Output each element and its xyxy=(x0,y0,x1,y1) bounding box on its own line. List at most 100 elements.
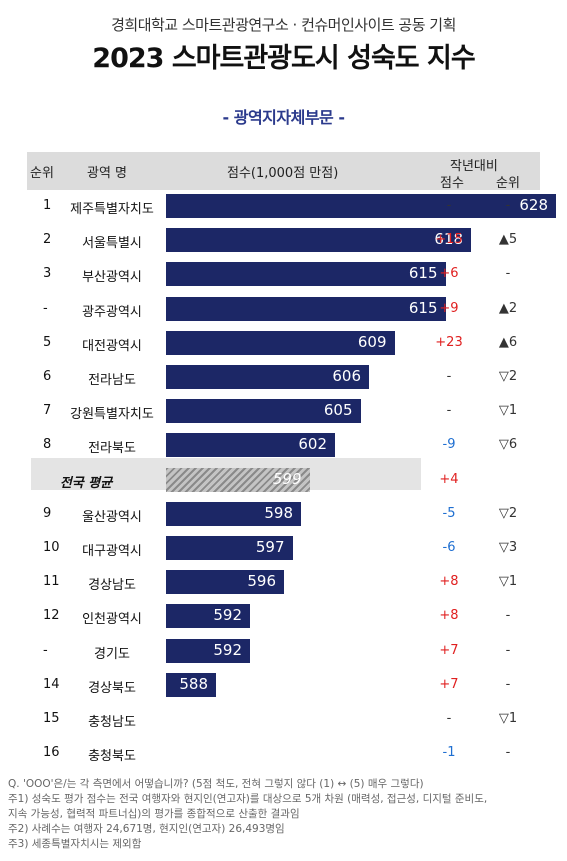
bar-value-label: 570 xyxy=(166,743,195,762)
table-header: 순위 광역 명 점수(1,000점 만점) 작년대비 점수 순위 xyxy=(27,152,540,191)
region-label: 서울특별시 xyxy=(82,236,142,252)
rank-label: 3 xyxy=(43,266,52,282)
note-1-cont: 지속 가능성, 협력적 파트너십)의 평가를 종합적으로 산출한 결과임 xyxy=(8,808,300,820)
rank-label: 11 xyxy=(43,574,60,590)
yoy-rank-change: ▽6 xyxy=(498,437,518,453)
yoy-group-header: 작년대비 xyxy=(450,159,498,174)
yoy-rank-change: ▽2 xyxy=(498,369,518,384)
bar-value-label: 581 xyxy=(166,709,195,727)
bar-value-label: 596 xyxy=(247,572,276,591)
score-bar xyxy=(166,296,446,321)
rank-label: 8 xyxy=(43,437,52,453)
yoy-score-change: +6 xyxy=(439,266,459,282)
region-label: 강원특별자치도 xyxy=(70,407,154,423)
yoy-rank-change: ▽1 xyxy=(498,403,518,419)
bar-value-label: 598 xyxy=(264,503,293,522)
region-label: 대구광역시 xyxy=(82,544,142,559)
bar-value-label: 606 xyxy=(332,367,361,385)
region-label: 제주특별자치도 xyxy=(70,202,154,217)
yoy-rank-change: - xyxy=(505,676,511,692)
rank-label: 5 xyxy=(43,334,52,350)
bar-value-label: 615 xyxy=(408,264,438,283)
rank-label: - xyxy=(43,642,48,658)
average-bar xyxy=(166,467,310,492)
rank-label: 14 xyxy=(43,676,60,692)
yoy-rank-change: - xyxy=(505,266,511,282)
rank-label: 2 xyxy=(43,232,52,248)
yoy-score-change: +8 xyxy=(439,574,459,590)
section-label: - 광역지자체부문 - xyxy=(222,108,345,127)
region-label: 전라북도 xyxy=(88,441,136,457)
yoy-score-change: +4 xyxy=(439,471,459,487)
region-label: 전라남도 xyxy=(88,373,136,388)
score-bar xyxy=(166,262,446,287)
score-bar xyxy=(166,638,250,663)
region-label: 충청북도 xyxy=(88,749,136,765)
yoy-score-change: +7 xyxy=(439,676,459,692)
note-3: 주3) 세종특별자치시는 제외함 xyxy=(8,838,142,850)
note-2: 주2) 사례수는 여행자 24,671명, 현지인(연고자) 26,493명임 xyxy=(8,823,285,835)
bar-value-label: 609 xyxy=(357,332,387,351)
yoy-rank-change: ▽2 xyxy=(498,505,518,521)
yoy-score-change: - xyxy=(446,403,452,419)
yoy-score-change: +9 xyxy=(439,300,459,316)
yoy-score-change: -5 xyxy=(442,505,456,521)
yoy-rank-change: - xyxy=(505,745,511,761)
region-label: 충청남도 xyxy=(88,715,136,730)
yoy-rank-header: 순위 xyxy=(496,176,520,191)
yoy-rank-change: ▲6 xyxy=(498,334,518,350)
bar-value-label: 602 xyxy=(298,435,327,454)
note-question: Q. 'OOO'은/는 각 측면에서 어떻습니까? (5점 척도, 전혀 그렇지… xyxy=(8,778,424,790)
score-bar xyxy=(166,399,361,424)
yoy-rank-change: - xyxy=(505,608,511,624)
yoy-score-header: 점수 xyxy=(440,176,464,191)
bar-value-label: 592 xyxy=(213,606,242,625)
yoy-rank-change: ▽1 xyxy=(498,574,518,590)
yoy-score-change: - xyxy=(446,198,452,213)
note-1: 주1) 성숙도 평가 점수는 전국 여행자와 현지인(연고자)를 대상으로 5개… xyxy=(8,793,488,805)
yoy-score-change: - xyxy=(446,711,452,726)
rank-label: 16 xyxy=(43,745,60,761)
bar-value-label: 618 xyxy=(434,230,463,249)
score-bar xyxy=(166,536,293,560)
subtitle: 경희대학교 스마트관광연구소 · 컨슈머인사이트 공동 기획 xyxy=(111,16,456,34)
name-header: 광역 명 xyxy=(87,166,128,181)
region-label: 인천광역시 xyxy=(82,612,142,628)
bar-value-label: 597 xyxy=(255,538,285,556)
region-label: 경상남도 xyxy=(88,578,136,594)
region-label: 광주광역시 xyxy=(82,304,142,320)
page-title: 2023 스마트관광도시 성숙도 지수 xyxy=(92,43,475,74)
score-bar xyxy=(166,330,395,355)
bar-value-label: 605 xyxy=(323,401,353,420)
bar-value-label: 628 xyxy=(519,196,548,214)
yoy-score-change: -6 xyxy=(442,540,456,555)
bar-value-label: 592 xyxy=(213,640,242,659)
bar-value-label: 588 xyxy=(179,674,208,693)
score-bar xyxy=(166,194,556,218)
average-label: 전국 평균 xyxy=(59,475,113,491)
rank-label: 6 xyxy=(43,369,52,384)
score-bar xyxy=(166,433,335,458)
bar-value-label: 615 xyxy=(408,298,438,317)
yoy-rank-change: ▲2 xyxy=(498,300,518,316)
yoy-score-change: -1 xyxy=(442,745,456,761)
score-bar xyxy=(166,672,216,697)
score-bar xyxy=(166,604,250,629)
score-bar xyxy=(166,365,369,389)
rank-label: 15 xyxy=(43,711,60,726)
score-bar xyxy=(166,228,471,253)
score-header: 점수(1,000점 만점) xyxy=(227,166,339,181)
yoy-score-change: +23 xyxy=(435,334,463,350)
yoy-rank-change: ▽3 xyxy=(498,540,518,555)
rank-label: - xyxy=(43,300,48,316)
bar-value-label: 599 xyxy=(272,469,302,488)
rank-label: 1 xyxy=(43,198,52,213)
yoy-score-change: +8 xyxy=(439,608,459,624)
region-label: 대전광역시 xyxy=(82,338,142,354)
score-bar xyxy=(166,570,284,595)
yoy-score-change: -9 xyxy=(442,437,456,453)
yoy-rank-change: - xyxy=(505,198,511,213)
yoy-score-change: +15 xyxy=(435,232,463,248)
region-label: 경기도 xyxy=(94,646,130,662)
rank-label: 10 xyxy=(43,540,60,555)
